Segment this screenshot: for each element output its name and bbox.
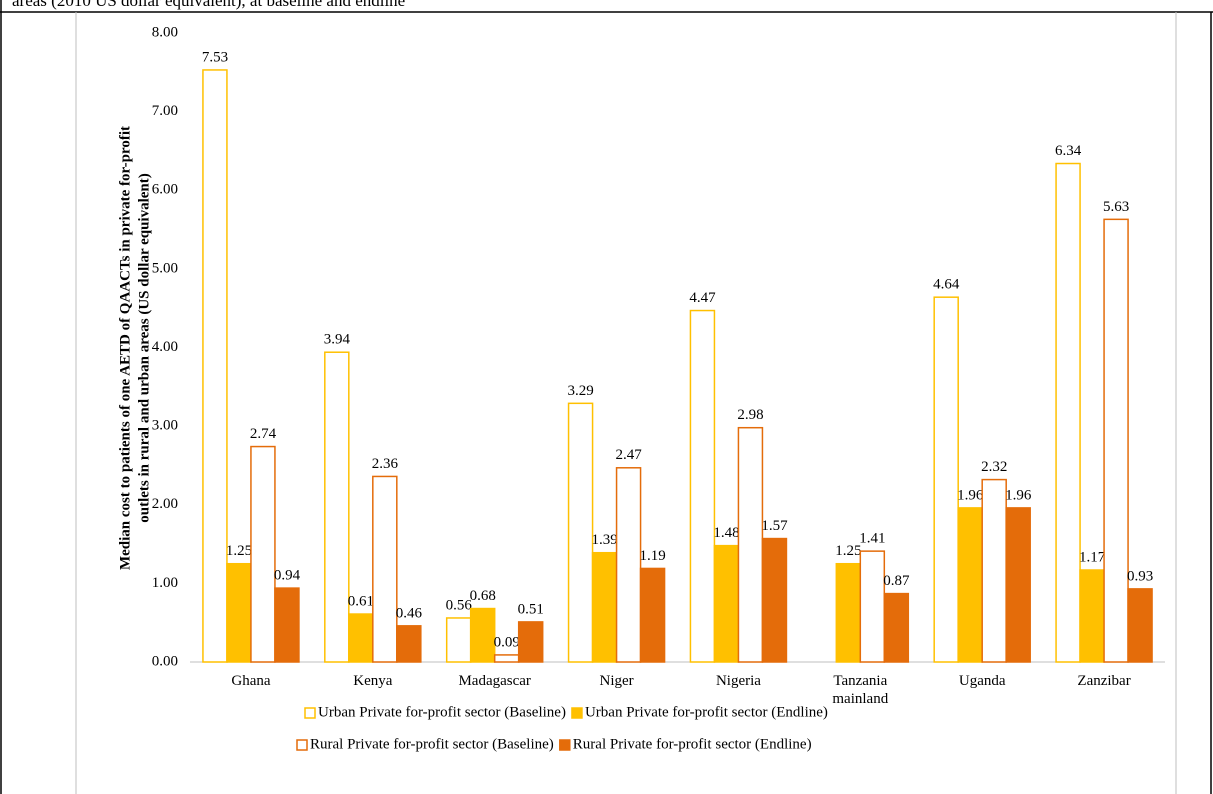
data-label: 0.46 [396,605,423,621]
y-tick-label: 7.00 [152,103,178,119]
legend-swatch [304,707,316,719]
bar [591,551,618,663]
x-tick-label: Niger [599,673,634,689]
data-label: 0.94 [274,568,301,584]
data-label: 1.17 [1079,549,1106,565]
bar [737,426,764,663]
bar [615,467,642,663]
y-tick-label: 3.00 [152,418,178,434]
legend-label: Rural Private for-profit sector (Endline… [573,736,812,752]
bar [761,537,788,663]
bar [1079,569,1105,663]
data-label: 1.57 [761,518,788,534]
y-tick-label: 2.00 [152,496,178,512]
bar [469,607,496,663]
data-label: 1.96 [1005,487,1032,503]
data-label: 2.74 [250,426,277,442]
data-label: 0.87 [883,573,910,589]
data-label: 1.48 [713,525,739,541]
y-tick-label: 1.00 [152,575,178,591]
legend-label: Urban Private for-profit sector (Baselin… [318,704,566,720]
bar [202,69,228,663]
bar [396,625,422,663]
data-label: 0.93 [1127,568,1153,584]
bar [957,507,983,663]
bar [689,309,716,663]
data-label: 0.68 [470,588,496,604]
y-tick-label: 8.00 [152,24,178,40]
bar [517,621,544,663]
data-label: 1.96 [957,487,984,503]
legend-swatch [296,739,308,751]
bar [1055,162,1081,663]
bar [445,617,472,663]
legend-label: Rural Private for-profit sector (Baselin… [310,736,554,752]
data-label: 4.64 [933,277,960,293]
data-label: 3.29 [567,383,593,399]
y-tick-label: 6.00 [152,182,178,198]
bar [713,544,740,663]
x-tick-label: Ghana [231,673,271,689]
y-axis-label: Median cost to patients of one AETD of Q… [117,126,133,570]
data-label: 1.25 [226,543,252,559]
data-label: 1.25 [835,543,861,559]
data-label: 2.47 [615,447,642,463]
x-tick-label: Tanzania mainland [832,673,889,707]
x-tick-label: Uganda [958,673,1006,689]
chart-title: areas (2010 US dollar equivalent), at ba… [12,0,405,10]
x-tick-label: Kenya [353,673,393,689]
bar [1127,588,1153,663]
legend-swatch [571,707,583,719]
data-label: 2.36 [372,456,399,472]
bar [567,402,594,663]
bar [835,562,862,663]
data-label: 2.32 [981,459,1007,475]
bar [274,587,300,663]
bar [1005,507,1031,663]
bar [493,654,520,663]
bar [883,592,910,663]
data-label: 0.51 [518,601,544,617]
y-axis-label: outlets in rural and urban areas (US dol… [136,173,152,522]
x-tick-label: Zanzibar [1077,673,1131,689]
data-label: 1.19 [639,548,665,564]
x-tick-label: Madagascar [458,673,531,689]
bar [372,475,398,663]
data-label: 0.61 [348,593,374,609]
legend-label: Urban Private for-profit sector (Endline… [585,704,828,720]
data-label: 6.34 [1055,143,1082,159]
data-label: 2.98 [737,407,763,423]
y-tick-label: 4.00 [152,339,178,355]
data-label: 0.09 [494,634,520,650]
data-label: 0.56 [446,597,473,613]
bar [981,478,1007,663]
bar [348,613,374,663]
bar [859,550,886,663]
data-label: 7.53 [202,49,228,65]
bar [250,445,276,663]
data-label: 4.47 [689,290,716,306]
bar [226,562,252,663]
bar [1103,218,1129,663]
y-tick-label: 0.00 [152,653,178,669]
legend-swatch [559,739,571,751]
data-label: 1.41 [859,531,885,547]
bar [639,567,666,663]
bar [324,351,350,663]
bar [933,296,959,663]
data-label: 3.94 [324,332,351,348]
data-label: 5.63 [1103,199,1129,215]
y-tick-label: 5.00 [152,260,178,276]
x-tick-label: Nigeria [715,673,761,689]
data-label: 1.39 [591,532,617,548]
